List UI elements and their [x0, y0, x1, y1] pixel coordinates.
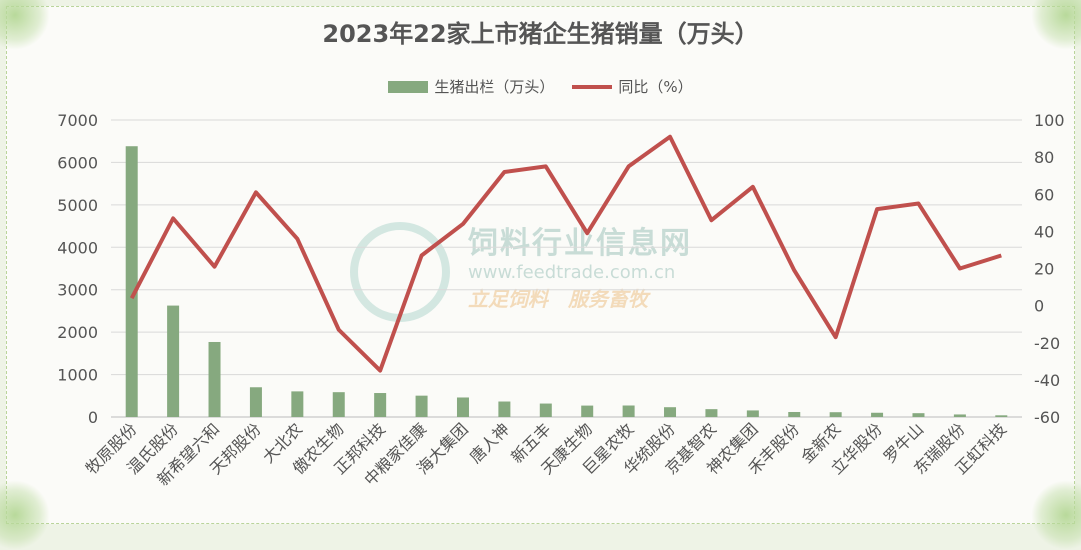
bar [167, 306, 179, 417]
bar [291, 391, 303, 417]
yoy-line [132, 137, 1002, 371]
chart-plot: 0 1000 2000 3000 4000 5000 6000 7000 -60 -40 -20 0 2… [0, 0, 1081, 530]
bar [374, 393, 386, 417]
bar [954, 414, 966, 417]
bar [788, 412, 800, 417]
bar [498, 402, 510, 417]
bar [457, 397, 469, 417]
bar [540, 404, 552, 417]
category-label: 唐人神 [466, 419, 513, 466]
bar [581, 406, 593, 417]
bar [664, 407, 676, 417]
right-tick-label: 0 [1034, 297, 1044, 316]
left-tick-label: 3000 [57, 281, 98, 300]
right-tick-label: 40 [1034, 222, 1054, 241]
right-tick-label: 20 [1034, 260, 1054, 279]
left-tick-label: 6000 [57, 153, 98, 172]
left-tick-label: 5000 [57, 196, 98, 215]
bar [416, 396, 428, 417]
left-tick-label: 4000 [57, 238, 98, 257]
bar [209, 342, 221, 417]
bar [830, 412, 842, 417]
right-tick-label: 80 [1034, 148, 1054, 167]
right-tick-label: -60 [1034, 408, 1060, 427]
right-tick-label: -20 [1034, 334, 1060, 353]
bar [995, 415, 1007, 417]
bar [747, 410, 759, 417]
right-tick-label: 100 [1034, 111, 1065, 130]
bar [333, 392, 345, 417]
left-tick-label: 1000 [57, 366, 98, 385]
right-tick-label: -40 [1034, 371, 1060, 390]
left-tick-label: 2000 [57, 323, 98, 342]
right-tick-label: 60 [1034, 185, 1054, 204]
bar [623, 406, 635, 417]
bar [871, 413, 883, 417]
left-tick-label: 0 [88, 408, 98, 427]
bar [126, 146, 138, 417]
bar [705, 409, 717, 417]
bar [912, 413, 924, 417]
left-tick-label: 7000 [57, 111, 98, 130]
bar [250, 387, 262, 417]
